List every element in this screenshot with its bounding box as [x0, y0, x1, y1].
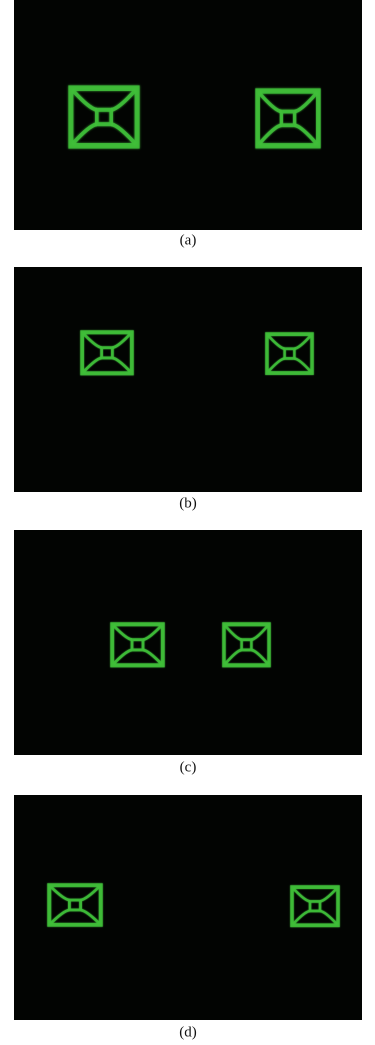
panel-c: (c)	[14, 530, 362, 775]
image	[14, 267, 362, 492]
panel-a: (a)	[14, 0, 362, 248]
panel-label: (c)	[180, 759, 197, 775]
image	[14, 530, 362, 755]
panel-label: (a)	[180, 232, 197, 248]
image	[14, 0, 362, 230]
panel-label: (d)	[179, 1024, 197, 1040]
panel-label: (b)	[179, 495, 197, 511]
panel-d: (d)	[14, 795, 362, 1040]
figure: (a) (b) (c) (d)	[0, 0, 375, 1045]
panel-b: (b)	[14, 267, 362, 511]
